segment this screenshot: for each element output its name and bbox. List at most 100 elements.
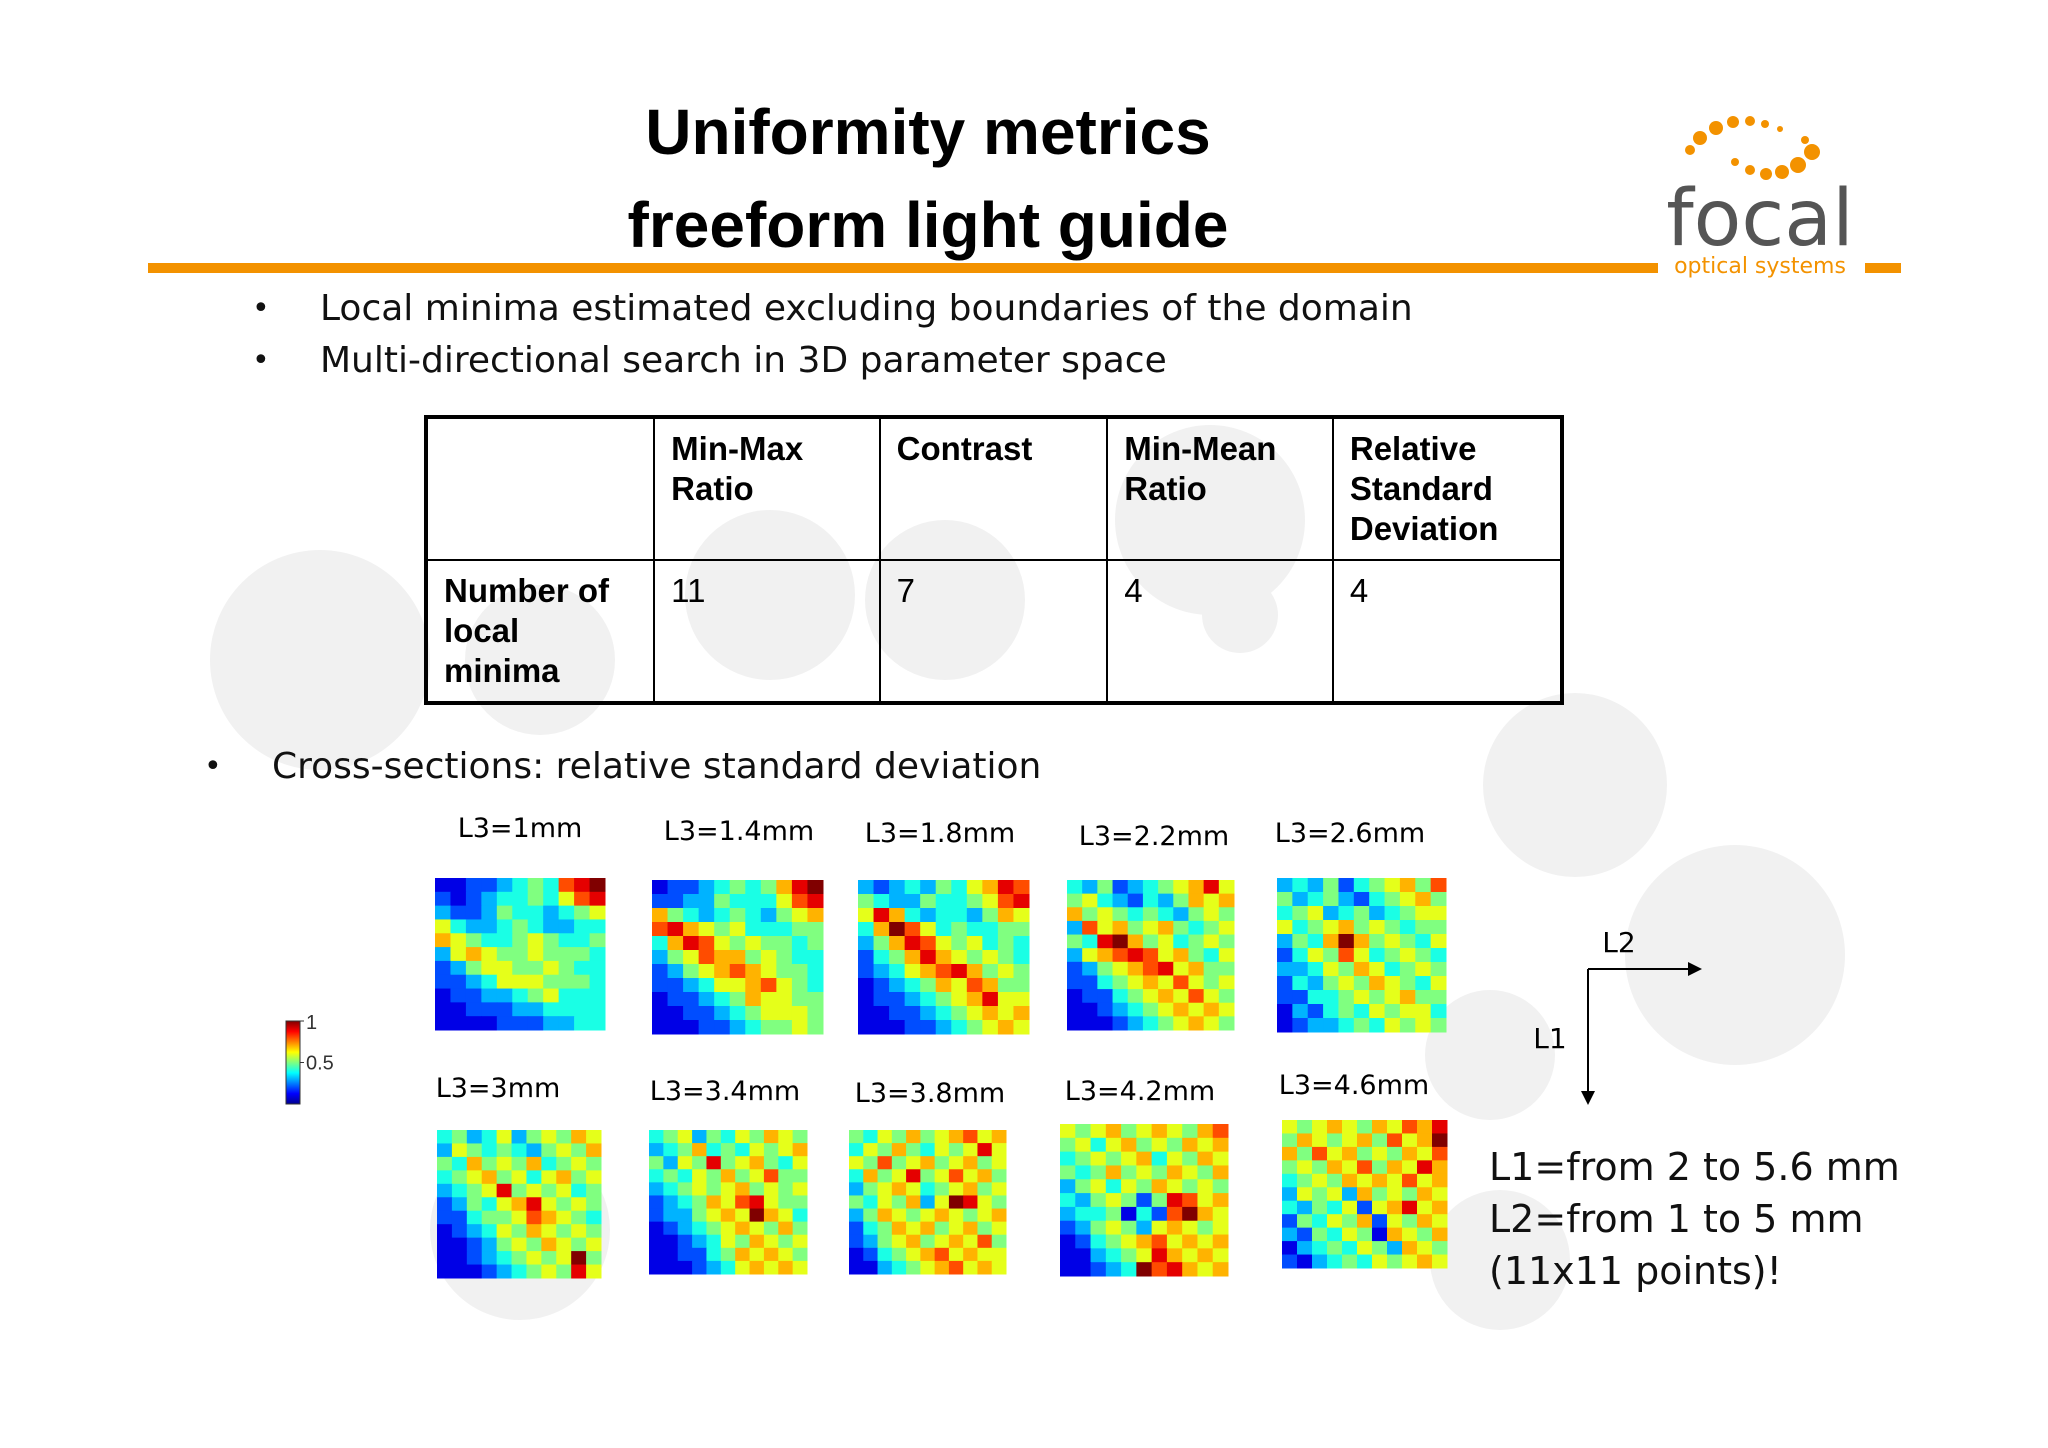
heatmap-cell [749, 1169, 765, 1183]
heatmap-cell [586, 1210, 602, 1225]
heatmap-cell [904, 950, 921, 965]
heatmap-cell [465, 878, 482, 893]
heatmap-cell [1312, 1173, 1328, 1188]
heatmap-cell [935, 908, 952, 923]
table-value: 4 [1106, 559, 1334, 704]
heatmap-cell [698, 950, 715, 965]
heatmap-cell [1307, 920, 1324, 935]
heatmap-cell [1323, 1018, 1339, 1033]
heatmap-cell [1121, 1206, 1137, 1222]
heatmap-cell [1342, 1187, 1358, 1202]
heatmap-cell [977, 1195, 993, 1210]
minima-table: Min-Max Ratio Contrast Min-Mean Ratio Re… [424, 415, 1564, 705]
heatmap-cell [1097, 1002, 1114, 1017]
heatmap-cell [778, 1156, 794, 1170]
heatmap-cell [1357, 1173, 1373, 1188]
heatmap-cell [763, 1195, 779, 1210]
heatmap-cell [1372, 1173, 1388, 1188]
heatmap-cell [465, 905, 482, 920]
heatmap-cell [763, 1182, 779, 1196]
heatmap-cell [450, 947, 467, 962]
heatmap-cell [1399, 892, 1416, 907]
heatmap-cell [667, 936, 684, 951]
heatmap-cell [1369, 934, 1386, 949]
heatmap-cell [991, 1169, 1007, 1183]
heatmap-cell [807, 880, 824, 895]
heatmap-cell [466, 1237, 483, 1252]
heatmap-cell [963, 1208, 978, 1223]
heatmap-cell [760, 908, 777, 923]
heatmap-cell [920, 922, 937, 937]
heatmap-cell [1173, 880, 1189, 895]
heatmap-cell [906, 1247, 921, 1262]
heatmap-cell [1105, 1179, 1122, 1194]
heatmap-cell [745, 992, 762, 1007]
heatmap-cell [1218, 934, 1235, 949]
heatmap-cell [527, 933, 544, 948]
heatmap-cell [692, 1156, 707, 1170]
heatmap-cell [1357, 1187, 1373, 1202]
heatmap-cell [991, 1221, 1007, 1236]
heatmap-cell [778, 1130, 794, 1144]
heatmap-cell [706, 1260, 722, 1275]
heatmap-cell [1212, 1137, 1229, 1153]
heatmap-cell [1127, 880, 1144, 895]
heatmap-cell [977, 1221, 993, 1236]
heatmap-cell [1384, 976, 1401, 991]
heatmap-cell [496, 1016, 513, 1031]
heatmap-cell [692, 1195, 707, 1210]
heatmap-cell [935, 936, 952, 951]
heatmap-cell [729, 978, 746, 993]
heatmap-cell [512, 891, 529, 907]
heatmap-cell [706, 1247, 722, 1262]
heatmap-cell [512, 960, 529, 976]
heatmap-cell [558, 1016, 575, 1031]
heatmap-cell [948, 1182, 964, 1196]
heatmap-cell [776, 880, 793, 895]
heatmap-cell [556, 1210, 572, 1225]
heatmap-cell [677, 1221, 693, 1236]
heatmap-cell [526, 1143, 542, 1158]
heatmap-cell [951, 950, 968, 965]
heatmap-cell [792, 1221, 808, 1236]
heatmap-cell [1387, 1160, 1403, 1175]
heatmap-cell [481, 933, 498, 948]
heatmap-cell [526, 1170, 542, 1185]
heatmap-cell [1357, 1214, 1373, 1229]
heatmap-cell [1121, 1220, 1137, 1236]
heatmap-cell [1218, 1002, 1235, 1017]
heatmap-cell [652, 908, 669, 923]
heatmap-cell [1353, 962, 1370, 977]
heatmap-cell [698, 922, 715, 937]
heatmap-cell [1387, 1133, 1403, 1148]
heatmap-cell [1075, 1206, 1092, 1222]
heatmap-cell [776, 908, 793, 923]
heatmap-cell [558, 988, 575, 1003]
heatmap-cell [904, 964, 921, 979]
heatmap-cell [1357, 1120, 1373, 1134]
heatmap-cell [571, 1237, 587, 1252]
heatmap-cell [877, 1130, 893, 1144]
heatmap-cell [1353, 878, 1370, 893]
heatmap-cell [920, 1006, 937, 1021]
heatmap-cell [541, 1170, 557, 1185]
heatmap-cell [1297, 1160, 1313, 1175]
heatmap-cell [1151, 1220, 1168, 1236]
heatmap-cell [1105, 1124, 1122, 1139]
heatmap-cell [776, 922, 793, 937]
heatmap-cell [792, 1247, 808, 1262]
heatmap-cell [1417, 1200, 1433, 1215]
heatmap-cell [1342, 1133, 1358, 1148]
heatmap-cell [920, 1234, 936, 1249]
heatmap-cell [649, 1143, 664, 1157]
heatmap-cell [435, 947, 451, 962]
heatmap-cell [667, 1006, 684, 1021]
colorbar [285, 1020, 301, 1105]
heatmap-cell [526, 1156, 542, 1171]
heatmap-cell [1417, 1214, 1433, 1229]
heatmap-cell [858, 908, 875, 923]
heatmap-cell [556, 1251, 572, 1266]
heatmap-cell [934, 1130, 950, 1144]
heatmap-cell [735, 1195, 751, 1210]
heatmap-cell [745, 922, 762, 937]
